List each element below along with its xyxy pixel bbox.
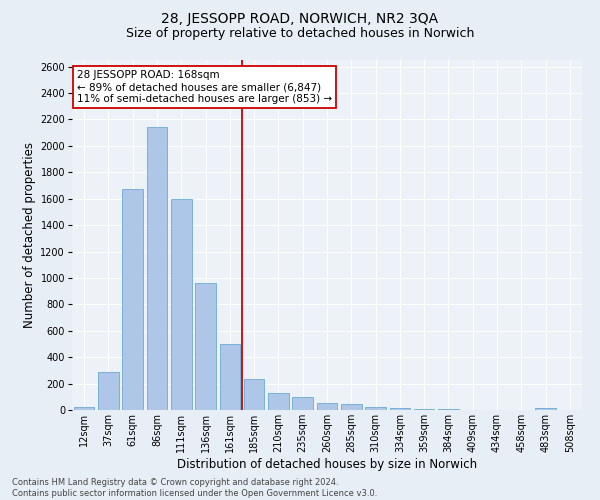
- Bar: [389, 408, 410, 410]
- Y-axis label: Number of detached properties: Number of detached properties: [23, 142, 36, 328]
- Bar: [317, 402, 337, 410]
- Text: 28, JESSOPP ROAD, NORWICH, NR2 3QA: 28, JESSOPP ROAD, NORWICH, NR2 3QA: [161, 12, 439, 26]
- Bar: [365, 408, 386, 410]
- Bar: [244, 379, 265, 410]
- Text: Size of property relative to detached houses in Norwich: Size of property relative to detached ho…: [126, 28, 474, 40]
- Bar: [341, 404, 362, 410]
- Bar: [220, 344, 240, 410]
- Bar: [171, 198, 191, 410]
- Bar: [292, 397, 313, 410]
- Bar: [98, 372, 119, 410]
- Text: 28 JESSOPP ROAD: 168sqm
← 89% of detached houses are smaller (6,847)
11% of semi: 28 JESSOPP ROAD: 168sqm ← 89% of detache…: [77, 70, 332, 104]
- Bar: [414, 408, 434, 410]
- Bar: [146, 126, 167, 410]
- X-axis label: Distribution of detached houses by size in Norwich: Distribution of detached houses by size …: [177, 458, 477, 470]
- Bar: [195, 282, 216, 410]
- Bar: [122, 190, 143, 410]
- Bar: [535, 408, 556, 410]
- Text: Contains HM Land Registry data © Crown copyright and database right 2024.
Contai: Contains HM Land Registry data © Crown c…: [12, 478, 377, 498]
- Bar: [74, 408, 94, 410]
- Bar: [268, 394, 289, 410]
